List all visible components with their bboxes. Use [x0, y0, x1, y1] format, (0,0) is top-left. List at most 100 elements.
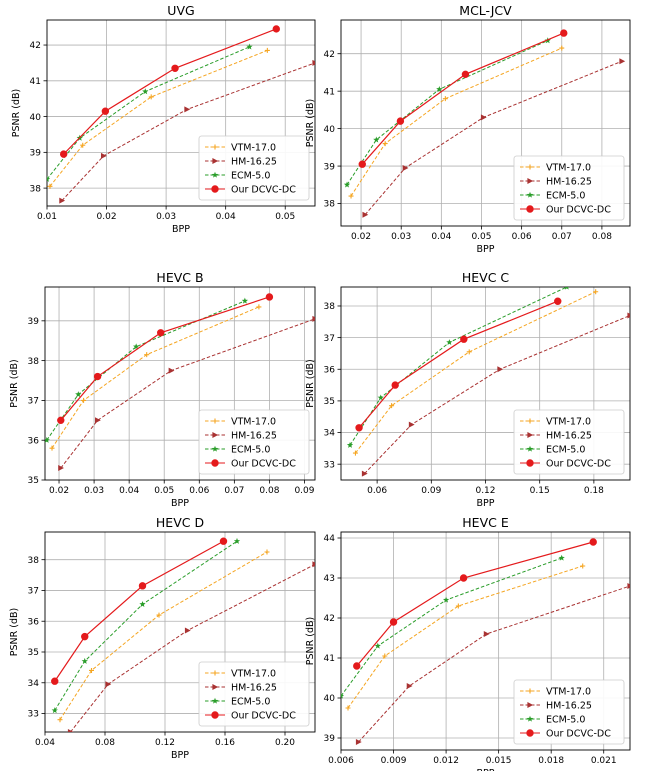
x-tick-label: 0.03 — [84, 486, 104, 496]
data-point — [461, 70, 470, 79]
x-axis-label: BPP — [171, 750, 189, 761]
legend-box — [513, 679, 625, 745]
legend-marker — [211, 711, 219, 719]
data-point — [133, 343, 140, 350]
data-point — [358, 160, 366, 168]
data-point — [627, 312, 630, 319]
x-tick-label: 0.02 — [351, 232, 371, 242]
y-tick-label: 39 — [30, 149, 42, 159]
data-point — [93, 372, 102, 381]
x-axis-label: BPP — [477, 244, 495, 255]
legend: VTM-17.0 HM-16.25 ECM-5.0 Our DCVC-DC — [198, 661, 310, 727]
data-point — [264, 47, 270, 53]
series-line-4 — [63, 28, 277, 155]
data-point — [580, 563, 586, 569]
data-point — [382, 141, 388, 147]
y-axis-label: PSNR (dB) — [9, 608, 20, 656]
series-line-4 — [361, 32, 565, 165]
x-tick-label: 0.07 — [552, 232, 572, 242]
y-tick-label: 40 — [324, 125, 336, 135]
series-line-3 — [47, 46, 250, 180]
legend-marker — [527, 418, 533, 424]
data-point — [389, 618, 398, 626]
legend-entry: VTM-17.0 — [546, 686, 591, 697]
legend-entry: Our DCVC-DC — [231, 710, 296, 721]
legend-entry: VTM-17.0 — [231, 142, 276, 153]
data-point — [81, 397, 87, 403]
y-tick-label: 39 — [28, 317, 40, 327]
x-tick-label: 0.021 — [591, 756, 617, 766]
x-tick-label: 0.05 — [471, 232, 491, 242]
data-point — [389, 403, 395, 409]
data-point — [51, 677, 59, 685]
legend-box — [198, 661, 310, 727]
axes-frame — [340, 19, 631, 227]
data-point — [442, 596, 450, 603]
x-tick-label: 0.05 — [275, 212, 295, 222]
chart-panel-3: 0.02 0.03 0.04 0.05 0.06 0.07 0.08 0.09 35 36 37 38… — [9, 270, 316, 509]
legend-marker — [526, 715, 534, 722]
data-point — [171, 64, 179, 72]
data-point — [75, 391, 82, 398]
legend-marker — [212, 144, 218, 150]
legend-marker — [211, 185, 219, 193]
data-point — [105, 681, 112, 688]
data-point — [589, 538, 597, 546]
legend-marker — [211, 697, 219, 704]
data-point — [58, 465, 64, 472]
y-axis-label: PSNR (dB) — [305, 617, 316, 665]
data-point — [483, 631, 490, 637]
data-point — [101, 107, 110, 115]
chart-title: HEVC B — [156, 270, 203, 285]
y-tick-label: 38 — [30, 184, 42, 194]
data-point — [233, 537, 241, 544]
legend: VTM-17.0 HM-16.25 ECM-5.0 Our DCVC-DC — [513, 409, 625, 475]
legend-marker — [526, 459, 534, 467]
x-tick-label: 0.009 — [381, 756, 407, 766]
legend: VTM-17.0 HM-16.25 ECM-5.0 Our DCVC-DC — [198, 135, 310, 201]
plot-area — [51, 537, 315, 732]
y-tick-label: 35 — [324, 397, 335, 407]
data-point — [219, 537, 228, 545]
series-line-1 — [355, 291, 596, 454]
legend-marker — [527, 688, 533, 694]
y-axis-label: PSNR (dB) — [11, 89, 22, 137]
data-point — [352, 450, 358, 456]
legend: VTM-17.0 HM-16.25 ECM-5.0 Our DCVC-DC — [513, 679, 625, 745]
plot-area — [45, 293, 315, 472]
legend-entry: ECM-5.0 — [231, 696, 270, 707]
legend-entry: VTM-17.0 — [231, 668, 276, 679]
data-point — [59, 150, 68, 158]
y-tick-label: 37 — [324, 334, 335, 344]
legend-entry: HM-16.25 — [546, 176, 592, 187]
series-line-4 — [54, 540, 224, 682]
data-point — [355, 424, 363, 432]
series-line-1 — [347, 565, 583, 709]
series-line-4 — [356, 541, 594, 667]
legend-marker — [212, 158, 219, 164]
data-point — [560, 29, 568, 37]
x-tick-label: 0.04 — [35, 738, 55, 748]
x-tick-label: 0.12 — [475, 486, 495, 496]
data-point — [341, 692, 345, 699]
y-tick-label: 36 — [324, 365, 336, 375]
series-line-2 — [60, 318, 315, 469]
data-point — [466, 349, 472, 355]
y-axis-label: PSNR (dB) — [9, 359, 20, 407]
legend-entry: ECM-5.0 — [546, 714, 585, 725]
y-tick-label: 41 — [324, 654, 335, 664]
data-point — [377, 394, 384, 401]
series-line-4 — [60, 296, 270, 421]
chart-panel-5: 0.04 0.08 0.12 0.16 0.20 33 34 35 36 37 38 HEVC D BP… — [9, 515, 316, 761]
legend-marker — [211, 459, 219, 467]
chart-title: HEVC C — [462, 270, 510, 285]
data-point — [497, 366, 504, 373]
chart-panel-6: 0.006 0.009 0.012 0.015 0.018 0.021 39 40 41 42 43… — [305, 515, 631, 771]
y-tick-label: 44 — [324, 534, 336, 544]
legend-marker — [526, 729, 534, 737]
legend-entry: HM-16.25 — [231, 156, 277, 167]
legend-entry: Our DCVC-DC — [231, 184, 296, 195]
x-tick-label: 0.03 — [391, 232, 411, 242]
legend-marker — [212, 684, 219, 690]
